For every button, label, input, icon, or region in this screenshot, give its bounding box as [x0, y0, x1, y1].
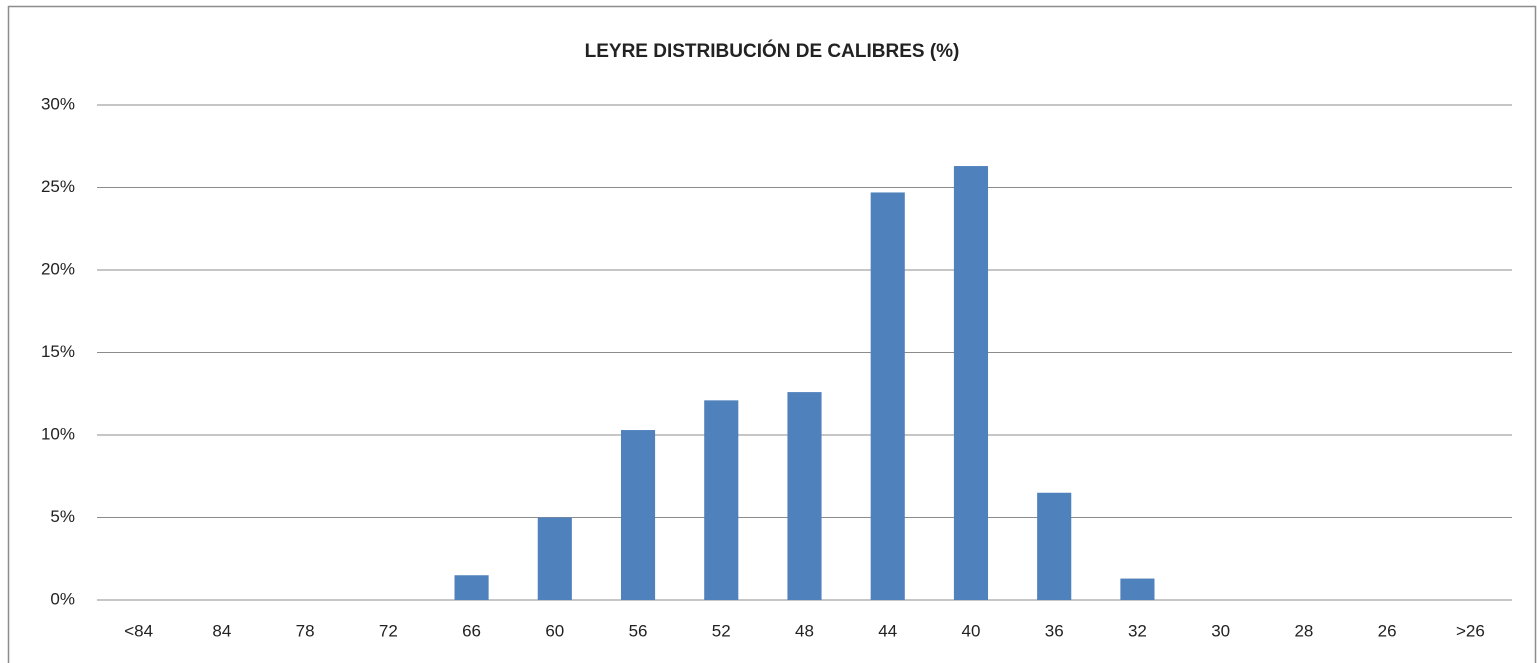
x-tick-label: 60 [545, 621, 564, 640]
x-tick-label: 26 [1378, 621, 1397, 640]
x-tick-label: 66 [462, 621, 481, 640]
chart-title: LEYRE DISTRIBUCIÓN DE CALIBRES (%) [585, 40, 960, 62]
y-tick-label: 5% [50, 507, 75, 526]
x-tick-label: 36 [1045, 621, 1064, 640]
x-tick-label: 48 [795, 621, 814, 640]
x-tick-label: 72 [379, 621, 398, 640]
x-tick-label: 56 [629, 621, 648, 640]
x-tick-label: 84 [212, 621, 231, 640]
bar [787, 392, 822, 600]
bar [704, 400, 739, 600]
bar [870, 192, 905, 600]
x-tick-label: <84 [124, 621, 153, 640]
bar [537, 517, 572, 600]
x-tick-label: 30 [1211, 621, 1230, 640]
y-tick-label: 25% [41, 177, 75, 196]
y-tick-label: 10% [41, 424, 75, 443]
x-tick-label: 78 [296, 621, 315, 640]
bar [1120, 578, 1155, 600]
bar [953, 166, 989, 601]
y-tick-label: 20% [41, 259, 75, 278]
y-tick-label: 0% [50, 589, 75, 608]
y-tick-label: 15% [41, 342, 75, 361]
bar [620, 430, 656, 600]
x-tick-label: 28 [1294, 621, 1313, 640]
x-tick-label: 52 [712, 621, 731, 640]
chart-border [7, 5, 1537, 663]
bar [454, 575, 489, 600]
y-tick-label: 30% [41, 94, 75, 113]
x-tick-label: 44 [878, 621, 897, 640]
x-tick-label: 32 [1128, 621, 1147, 640]
bar [1037, 492, 1072, 600]
x-tick-label: 40 [962, 621, 981, 640]
x-tick-label: >26 [1456, 621, 1485, 640]
